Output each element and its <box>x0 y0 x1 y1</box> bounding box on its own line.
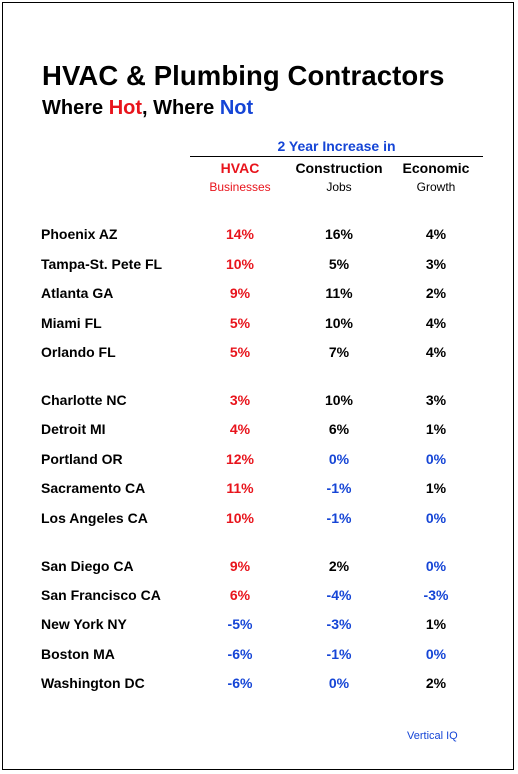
row-city: Los Angeles CA <box>41 510 148 526</box>
column-sub-construction: Jobs <box>326 180 352 194</box>
row-hvac-value: 9% <box>229 558 251 574</box>
row-growth-value: 3% <box>425 256 447 272</box>
table-row: Los Angeles CA 10% -1% 0% <box>0 510 518 530</box>
row-hvac-value: -6% <box>227 646 253 662</box>
row-jobs-value: 5% <box>328 256 350 272</box>
subtitle-part2: , Where <box>142 97 220 119</box>
row-city: Phoenix AZ <box>41 226 118 242</box>
row-city: Orlando FL <box>41 344 116 360</box>
row-jobs-value: 0% <box>328 675 350 691</box>
row-hvac-value: -6% <box>227 675 253 691</box>
row-hvac-value: 5% <box>229 315 251 331</box>
table-row: Charlotte NC 3% 10% 3% <box>0 392 518 412</box>
row-growth-value: -3% <box>423 587 449 603</box>
table-row: Atlanta GA 9% 11% 2% <box>0 285 518 305</box>
row-jobs-value: 6% <box>328 421 350 437</box>
table-row: Orlando FL 5% 7% 4% <box>0 344 518 364</box>
column-header-hvac: HVAC <box>220 160 260 176</box>
row-jobs-value: -4% <box>326 587 352 603</box>
row-growth-value: 1% <box>425 421 447 437</box>
page-subtitle: Where Hot, Where Not <box>42 97 253 120</box>
row-hvac-value: 3% <box>229 392 251 408</box>
row-growth-value: 2% <box>425 675 447 691</box>
row-hvac-value: 11% <box>226 480 254 496</box>
row-hvac-value: 6% <box>229 587 251 603</box>
row-hvac-value: 9% <box>229 285 251 301</box>
row-growth-value: 0% <box>425 451 447 467</box>
footer-credit: Vertical IQ <box>407 730 458 742</box>
row-city: Miami FL <box>41 315 102 331</box>
column-sub-hvac: Businesses <box>209 180 271 194</box>
table-row: San Francisco CA 6% -4% -3% <box>0 587 518 607</box>
row-hvac-value: 4% <box>229 421 251 437</box>
row-growth-value: 4% <box>425 226 447 242</box>
row-jobs-value: 0% <box>328 451 350 467</box>
row-jobs-value: 2% <box>328 558 350 574</box>
group-header: 2 Year Increase in <box>277 138 396 154</box>
column-sub-economic: Growth <box>416 180 456 194</box>
row-hvac-value: 12% <box>225 451 255 467</box>
table-row: Detroit MI 4% 6% 1% <box>0 421 518 441</box>
row-jobs-value: 10% <box>324 392 354 408</box>
table-row: Tampa-St. Pete FL 10% 5% 3% <box>0 256 518 276</box>
row-jobs-value: -1% <box>326 480 352 496</box>
row-jobs-value: 16% <box>324 226 354 242</box>
subtitle-hot: Hot <box>108 97 143 119</box>
row-city: Boston MA <box>41 646 115 662</box>
row-growth-value: 4% <box>425 344 447 360</box>
row-city: Atlanta GA <box>41 285 114 301</box>
table-row: Washington DC -6% 0% 2% <box>0 675 518 695</box>
table-row: Boston MA -6% -1% 0% <box>0 646 518 666</box>
row-growth-value: 1% <box>425 616 447 632</box>
row-jobs-value: -3% <box>326 616 352 632</box>
row-hvac-value: 14% <box>225 226 255 242</box>
table-row: Sacramento CA 11% -1% 1% <box>0 480 518 500</box>
row-city: San Diego CA <box>41 558 134 574</box>
row-growth-value: 0% <box>425 646 447 662</box>
row-growth-value: 0% <box>425 558 447 574</box>
subtitle-part1: Where <box>42 97 109 119</box>
row-jobs-value: -1% <box>326 646 352 662</box>
page-title: HVAC & Plumbing Contractors <box>42 60 445 91</box>
row-jobs-value: 11% <box>325 285 353 301</box>
row-city: Charlotte NC <box>41 392 127 408</box>
subtitle-not: Not <box>219 97 254 119</box>
row-hvac-value: 10% <box>225 510 255 526</box>
row-hvac-value: 10% <box>225 256 255 272</box>
row-growth-value: 3% <box>425 392 447 408</box>
row-city: Portland OR <box>41 451 123 467</box>
row-jobs-value: -1% <box>326 510 352 526</box>
row-city: Sacramento CA <box>41 480 146 496</box>
row-jobs-value: 10% <box>324 315 354 331</box>
table-row: Miami FL 5% 10% 4% <box>0 315 518 335</box>
row-city: San Francisco CA <box>41 587 161 603</box>
row-hvac-value: 5% <box>229 344 251 360</box>
table-row: Phoenix AZ 14% 16% 4% <box>0 226 518 246</box>
header-rule <box>190 156 483 157</box>
row-growth-value: 0% <box>425 510 447 526</box>
column-header-economic: Economic <box>402 160 470 176</box>
row-city: Tampa-St. Pete FL <box>41 256 163 272</box>
row-jobs-value: 7% <box>328 344 350 360</box>
row-growth-value: 2% <box>425 285 447 301</box>
column-header-construction: Construction <box>295 160 383 176</box>
row-city: New York NY <box>41 616 127 632</box>
row-city: Detroit MI <box>41 421 106 437</box>
row-growth-value: 1% <box>425 480 447 496</box>
row-growth-value: 4% <box>425 315 447 331</box>
table-row: Portland OR 12% 0% 0% <box>0 451 518 471</box>
table-row: San Diego CA 9% 2% 0% <box>0 558 518 578</box>
table-row: New York NY -5% -3% 1% <box>0 616 518 636</box>
row-hvac-value: -5% <box>227 616 253 632</box>
row-city: Washington DC <box>41 675 145 691</box>
